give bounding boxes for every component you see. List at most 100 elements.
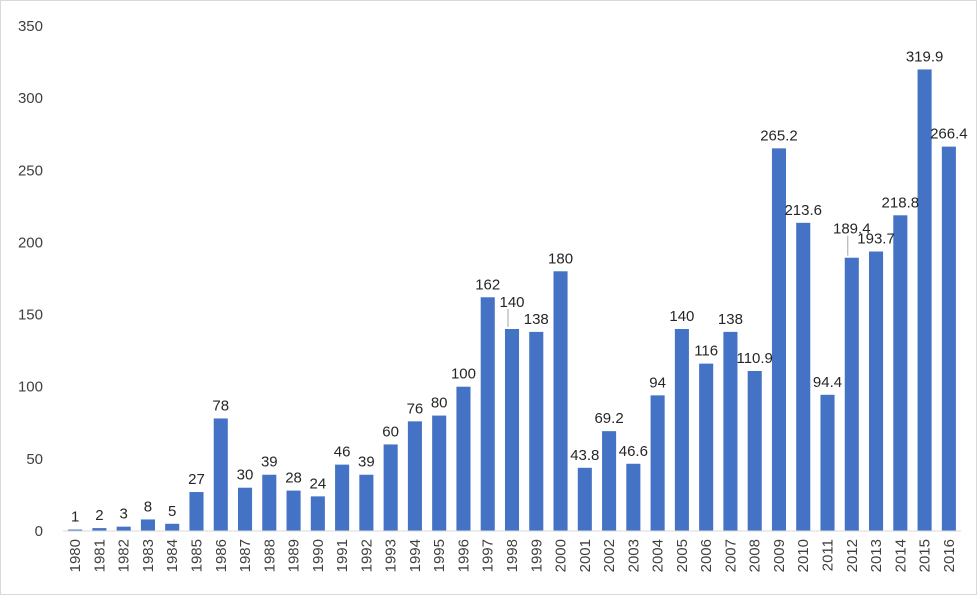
x-tick-label: 2001 — [577, 539, 594, 572]
data-label: 213.6 — [784, 202, 822, 219]
x-tick-label: 1980 — [67, 539, 84, 572]
data-label: 138 — [718, 311, 743, 328]
x-tick-label: 1981 — [91, 539, 108, 572]
x-tick-label: 2014 — [892, 539, 909, 572]
data-label: 189.4 — [833, 221, 871, 238]
x-tick-label: 1991 — [334, 539, 351, 572]
data-label: 138 — [524, 311, 549, 328]
x-tick-label: 2015 — [917, 539, 934, 572]
x-tick-label: 2013 — [868, 539, 885, 572]
bar-2016 — [941, 146, 956, 531]
data-label: 1 — [71, 509, 79, 526]
data-label: 110.9 — [736, 350, 772, 367]
x-tick-label: 1987 — [237, 539, 254, 572]
x-tick-label: 2005 — [674, 539, 691, 572]
x-tick-label: 2000 — [553, 539, 570, 572]
x-tick-label: 2007 — [722, 539, 739, 572]
bar-1988 — [262, 474, 277, 531]
x-tick-label: 1983 — [140, 539, 157, 572]
x-tick-label: 1996 — [455, 539, 472, 572]
data-label: 218.8 — [882, 194, 920, 211]
data-label: 140 — [499, 294, 524, 311]
x-tick-label: 2008 — [747, 539, 764, 572]
bar-1990 — [310, 496, 325, 531]
bar-2007 — [723, 331, 738, 531]
x-tick-label: 2006 — [698, 539, 715, 572]
data-label: 43.8 — [570, 447, 599, 464]
x-tick-label: 1999 — [528, 539, 545, 572]
bar-1991 — [335, 464, 350, 531]
data-label: 76 — [407, 400, 424, 417]
data-label: 30 — [237, 467, 254, 484]
x-tick-label: 1992 — [358, 539, 375, 572]
data-label: 80 — [431, 395, 448, 412]
data-label: 180 — [548, 250, 573, 267]
x-tick-label: 1988 — [261, 539, 278, 572]
x-tick-label: 1986 — [213, 539, 230, 572]
bar-2008 — [747, 370, 762, 531]
x-tick-label: 1997 — [480, 539, 497, 572]
x-tick-label: 2003 — [625, 539, 642, 572]
bar-1996 — [456, 386, 471, 531]
x-tick-label: 2002 — [601, 539, 618, 572]
y-tick-label: 250 — [18, 162, 43, 179]
x-tick-label: 1993 — [383, 539, 400, 572]
x-tick-label: 2009 — [771, 539, 788, 572]
bar-1981 — [92, 528, 107, 531]
bar-2015 — [917, 69, 932, 532]
bar-1995 — [432, 415, 447, 531]
leader-lines — [507, 235, 849, 327]
bar-2001 — [577, 467, 592, 531]
bar-1989 — [286, 490, 301, 531]
bar-1987 — [237, 487, 253, 531]
data-label: 265.2 — [760, 127, 798, 144]
y-tick-label: 100 — [18, 379, 43, 396]
bar-1999 — [529, 331, 544, 531]
data-label: 39 — [261, 454, 278, 471]
data-label: 3 — [120, 506, 128, 523]
x-tick-label: 1998 — [504, 539, 521, 572]
x-tick-label: 1984 — [164, 539, 181, 572]
data-label: 27 — [188, 471, 205, 488]
x-tick-label: 2010 — [795, 539, 812, 572]
y-tick-label: 50 — [26, 451, 43, 468]
bar-1980 — [68, 529, 83, 531]
x-tick-label: 1995 — [431, 539, 448, 572]
bar-1983 — [140, 519, 155, 531]
data-label: 8 — [144, 498, 152, 515]
bar-2010 — [796, 222, 811, 531]
data-label: 60 — [382, 423, 399, 440]
data-label: 162 — [475, 276, 500, 293]
x-axis: 1980 1981 1982 1983 1984 1985 1986 1987 1988 1989… — [63, 530, 961, 572]
x-tick-label: 1982 — [116, 539, 133, 572]
bar-2011 — [820, 394, 835, 531]
bar-1985 — [189, 492, 204, 531]
bar-2005 — [674, 329, 689, 531]
bar-2000 — [553, 271, 568, 531]
x-tick-label: 2012 — [844, 539, 861, 572]
data-label: 140 — [669, 308, 694, 325]
bar-1998 — [504, 329, 520, 531]
data-label: 5 — [168, 503, 176, 520]
data-label: 193.7 — [857, 231, 895, 248]
x-tick-label: 1989 — [286, 539, 303, 572]
data-label: 94.4 — [813, 374, 842, 391]
y-tick-label: 150 — [18, 307, 43, 324]
bar-2014 — [893, 215, 908, 531]
y-tick-label: 0 — [35, 523, 43, 540]
bar-1992 — [359, 474, 374, 531]
data-label: 46.6 — [619, 443, 648, 460]
bar-1982 — [116, 526, 131, 531]
x-tick-label: 1985 — [188, 539, 205, 572]
y-tick-label: 200 — [18, 234, 43, 251]
bar-2006 — [699, 363, 714, 531]
bar-2002 — [602, 431, 617, 531]
data-label: 78 — [212, 397, 229, 414]
x-tick-label: 2004 — [650, 539, 667, 572]
bar-2012 — [844, 257, 859, 531]
data-label: 46 — [334, 444, 351, 461]
bar-1984 — [165, 523, 180, 531]
data-label: 28 — [285, 470, 302, 487]
